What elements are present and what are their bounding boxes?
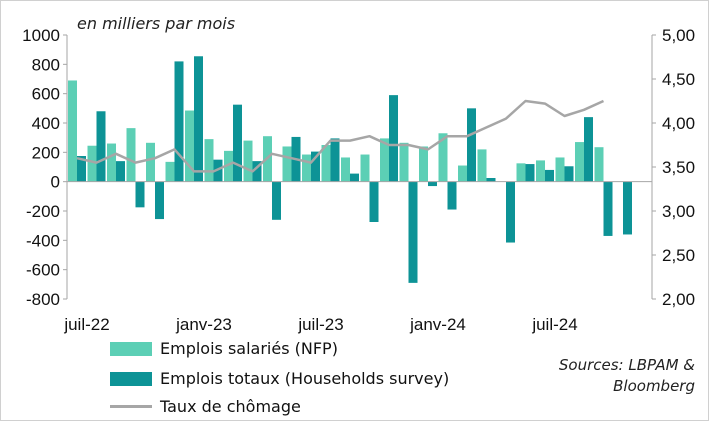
bar-households-2024-04 [486,178,496,182]
x-label-juil-23: juil-23 [297,315,343,334]
bar-households-2023-11 [389,95,398,182]
bar-nfp-2023-02 [204,139,214,182]
legend-swatch-households [110,371,152,386]
bar-households-2024-02 [447,181,457,210]
legend-label-nfp: Emplois salariés (NFP) [160,339,338,358]
bar-nfp-2022-12 [165,161,175,182]
bar-households-2023-10 [369,181,379,222]
legend-label-households: Emplois totaux (Households survey) [160,369,450,388]
x-label-juil-24: juil-24 [531,315,577,334]
y-left-label-200: 200 [32,143,60,162]
bar-households-2024-08 [564,166,574,182]
bar-nfp-2024-07 [536,160,545,182]
y-left-label-600: 600 [32,85,60,104]
bar-nfp-2023-08 [321,145,331,182]
unit-label: en milliers par mois [77,14,236,33]
bar-nfp-2023-09 [341,157,350,182]
sources-note: Sources: LBPAM & Bloomberg [558,356,695,395]
bar-nfp-2024-08 [555,157,565,182]
bar-nfp-2023-04 [243,140,253,182]
legend-swatch-unemployment [110,405,152,408]
bar-nfp-2024-10 [594,147,604,182]
bar-households-2022-07 [77,156,86,182]
y-left-label-800: 800 [32,55,60,74]
y-right-label-2,00: 2,00 [662,290,695,309]
bar-households-2022-12 [174,61,184,182]
bar-households-2024-06 [525,164,535,182]
y-right-label-4,50: 4,50 [662,70,695,89]
bar-households-2024-10 [603,181,613,236]
y-left-label-400: 400 [32,114,60,133]
bar-households-2024-09 [584,117,593,182]
bar-nfp-2023-11 [380,138,389,182]
bar-nfp-2023-06 [282,146,292,182]
bar-nfp-2024-01 [419,146,428,182]
y-left-label--400: -400 [26,231,60,250]
y-left-label-0: 0 [51,173,60,192]
bar-nfp-2022-09 [107,143,116,182]
bar-nfp-2023-07 [302,154,311,182]
legend-label-unemployment: Taux de chômage [160,397,301,416]
legend-swatch-nfp [110,341,152,356]
bar-households-2023-12 [408,181,418,283]
bar-households-2024-07 [545,169,554,182]
bar-nfp-2024-03 [458,165,467,182]
y-left-label--800: -800 [26,290,60,309]
bar-households-2024-01 [428,181,437,187]
bar-households-2022-09 [116,161,125,182]
x-label-juil-22: juil-22 [63,315,109,334]
bar-households-2023-03 [233,104,242,182]
bar-nfp-2023-01 [185,110,194,182]
bar-nfp-2024-04 [477,149,487,182]
y-right-label-3,50: 3,50 [662,158,695,177]
bar-households-2023-01 [194,56,203,182]
bar-households-2022-11 [155,181,164,220]
line-unemployment-rate [76,99,605,173]
bar-nfp-2023-03 [224,150,233,182]
bar-nfp-2022-11 [146,142,155,182]
y-right-label-3,00: 3,00 [662,202,695,221]
bar-nfp-2022-07 [68,80,77,182]
legend-item-nfp: Emplois salariés (NFP) [110,339,338,358]
bar-nfp-2024-09 [575,142,584,182]
x-label-janv-24: janv-24 [409,315,466,334]
axes-group: -800 -600 -400 -200 0 200 400 600 800 1000 2,00 2,5… [22,26,695,334]
bar-nfp-2024-02 [438,133,448,182]
legend-item-households: Emplois totaux (Households survey) [110,369,449,388]
bar-nfp-2023-12 [399,142,409,182]
bar-households-extra-28 [623,181,632,235]
bar-households-2023-09 [350,173,359,182]
x-label-janv-23: janv-23 [175,315,232,334]
bar-households-2023-07 [311,151,320,182]
bar-nfp-2022-08 [87,145,97,182]
bar-households-2024-05 [506,181,515,243]
y-left-label--600: -600 [26,261,60,280]
bar-households-2023-08 [330,138,340,182]
legend-item-unemployment: Taux de chômage [110,397,301,416]
y-right-label-4,00: 4,00 [662,114,695,133]
bars-group [68,56,632,283]
bar-households-2024-03 [467,108,476,182]
bar-households-2023-05 [272,181,281,220]
bar-nfp-2022-10 [126,128,136,182]
y-right-label-2,50: 2,50 [662,246,695,265]
bar-households-2023-04 [252,161,262,182]
y-right-label-5,00: 5,00 [662,26,695,45]
bar-nfp-2024-06 [516,163,526,182]
y-left-label-1000: 1000 [22,26,60,45]
bar-households-2022-10 [135,181,145,208]
line-group [76,99,605,173]
bar-households-2022-08 [96,111,106,182]
y-left-label--200: -200 [26,202,60,221]
bar-nfp-2023-10 [360,154,370,182]
